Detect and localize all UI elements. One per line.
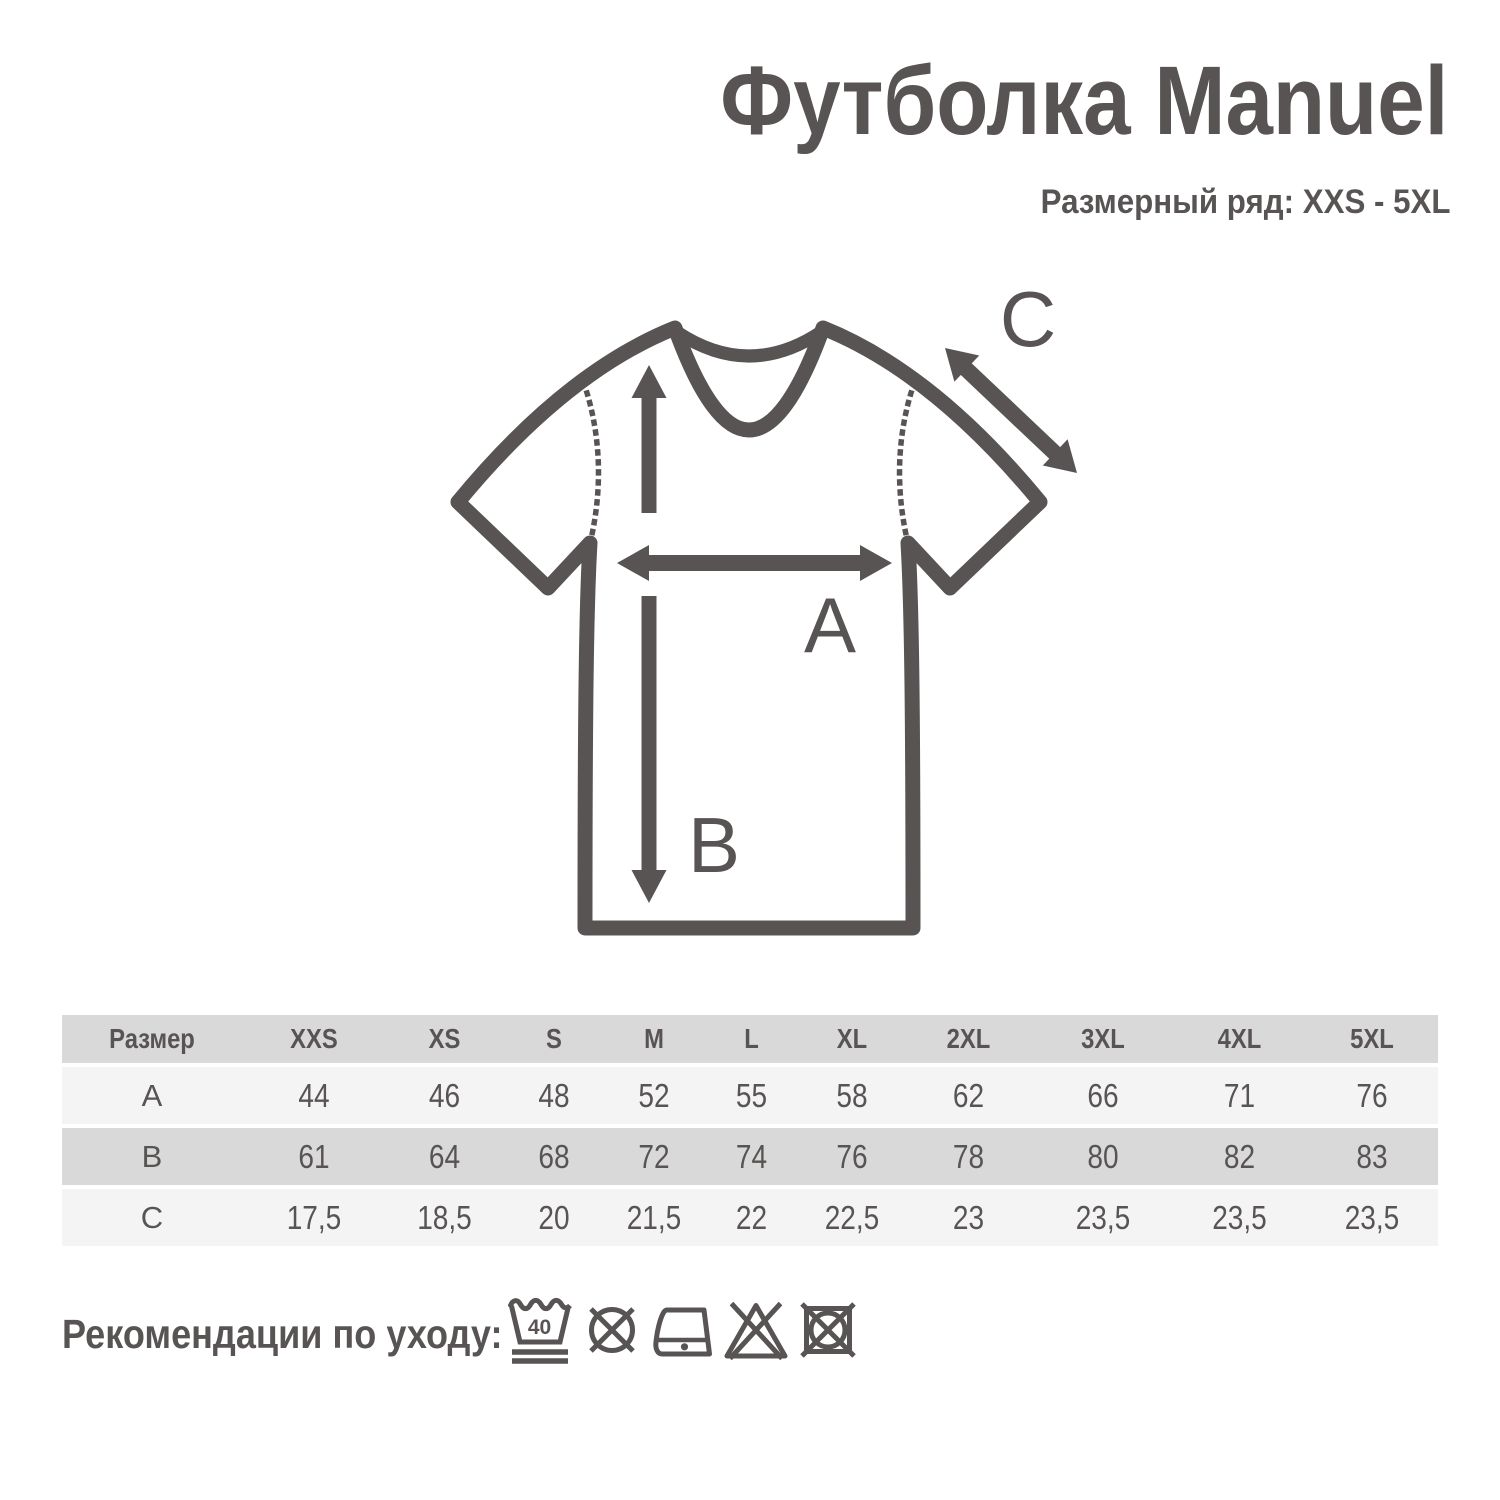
table-cell: 58 bbox=[836, 1076, 868, 1114]
measurement-arrow-a bbox=[617, 545, 892, 581]
table-cell: 20 bbox=[538, 1198, 570, 1236]
measurement-arrow-c bbox=[945, 348, 1077, 473]
size-range-subtitle: Размерный ряд: XXS - 5XL bbox=[1040, 183, 1450, 221]
col-header-xs: XS bbox=[428, 1023, 461, 1054]
table-cell: 18,5 bbox=[417, 1198, 472, 1236]
row-label: B bbox=[141, 1138, 163, 1174]
table-cell: 76 bbox=[836, 1137, 868, 1175]
col-header-s: S bbox=[546, 1023, 562, 1054]
col-header-l: L bbox=[744, 1023, 759, 1054]
table-cell: 52 bbox=[638, 1076, 670, 1114]
table-cell: 83 bbox=[1356, 1137, 1388, 1175]
col-header-4xl: 4XL bbox=[1217, 1023, 1262, 1054]
care-recommendations-label: Рекомендации по уходу: bbox=[62, 1311, 503, 1357]
row-label: A bbox=[141, 1077, 163, 1113]
row-label: C bbox=[140, 1199, 164, 1235]
col-header-3xl: 3XL bbox=[1081, 1023, 1125, 1054]
label-c: C bbox=[1000, 280, 1056, 363]
table-cell: 23,5 bbox=[1212, 1198, 1267, 1236]
table-cell: 71 bbox=[1223, 1076, 1256, 1114]
size-table: Размер XXS XS S M L XL 2XL 3XL 4XL 5XL A… bbox=[62, 1015, 1438, 1246]
left-seam-dotted-line bbox=[583, 389, 602, 543]
care-icons-row: 40 bbox=[508, 1294, 860, 1370]
col-header-xl: XL bbox=[836, 1023, 868, 1054]
collar-back-line bbox=[673, 326, 825, 363]
table-cell: 23 bbox=[952, 1198, 985, 1236]
table-cell: 55 bbox=[735, 1076, 768, 1114]
table-cell: 22 bbox=[735, 1198, 768, 1236]
table-cell: 66 bbox=[1087, 1076, 1119, 1114]
col-header-2xl: 2XL bbox=[946, 1023, 991, 1054]
table-cell: 44 bbox=[298, 1076, 330, 1114]
right-seam-dotted-line bbox=[896, 389, 915, 543]
table-cell: 22,5 bbox=[824, 1198, 880, 1236]
table-cell: 46 bbox=[428, 1076, 461, 1114]
table-cell: 48 bbox=[538, 1076, 570, 1114]
wash-40-icon: 40 bbox=[508, 1297, 572, 1364]
size-table-row-c: C 17,5 18,5 20 21,5 22 22,5 23 23,5 23,5… bbox=[62, 1189, 1438, 1246]
col-header-m: M bbox=[644, 1023, 664, 1054]
table-cell: 23,5 bbox=[1075, 1198, 1131, 1236]
table-cell: 78 bbox=[952, 1137, 985, 1175]
table-cell: 62 bbox=[952, 1076, 985, 1114]
table-cell: 21,5 bbox=[626, 1198, 682, 1236]
size-table-row-b: B 61 64 68 72 74 76 78 80 82 83 bbox=[62, 1128, 1438, 1185]
size-table-header-row: Размер XXS XS S M L XL 2XL 3XL 4XL 5XL bbox=[62, 1015, 1438, 1063]
do-not-bleach-icon bbox=[724, 1301, 788, 1361]
tshirt-measurement-diagram: A B C bbox=[450, 280, 1077, 936]
wash-temperature: 40 bbox=[528, 1316, 551, 1339]
table-cell: 82 bbox=[1223, 1137, 1256, 1175]
measurement-arrow-b bbox=[631, 365, 667, 903]
table-cell: 64 bbox=[428, 1137, 461, 1175]
table-cell: 23,5 bbox=[1344, 1198, 1400, 1236]
table-cell: 17,5 bbox=[286, 1198, 342, 1236]
label-b: B bbox=[688, 801, 740, 889]
iron-low-temp-icon bbox=[653, 1307, 712, 1357]
table-cell: 61 bbox=[298, 1137, 330, 1175]
size-table-row-a: A 44 46 48 52 55 58 62 66 71 76 bbox=[62, 1067, 1438, 1124]
label-a: A bbox=[804, 581, 856, 669]
tshirt-outline bbox=[450, 320, 1048, 936]
table-cell: 72 bbox=[638, 1137, 670, 1175]
do-not-tumble-dry-icon bbox=[800, 1302, 856, 1358]
do-not-dry-clean-icon bbox=[589, 1307, 635, 1353]
table-cell: 68 bbox=[538, 1137, 570, 1175]
col-header-xxs: XXS bbox=[290, 1023, 338, 1054]
table-cell: 76 bbox=[1356, 1076, 1388, 1114]
page-title: Футболка Manuel bbox=[719, 46, 1448, 155]
table-cell: 80 bbox=[1087, 1137, 1119, 1175]
table-cell: 74 bbox=[735, 1137, 768, 1175]
col-header-5xl: 5XL bbox=[1350, 1023, 1394, 1054]
col-header-size: Размер bbox=[109, 1023, 195, 1054]
